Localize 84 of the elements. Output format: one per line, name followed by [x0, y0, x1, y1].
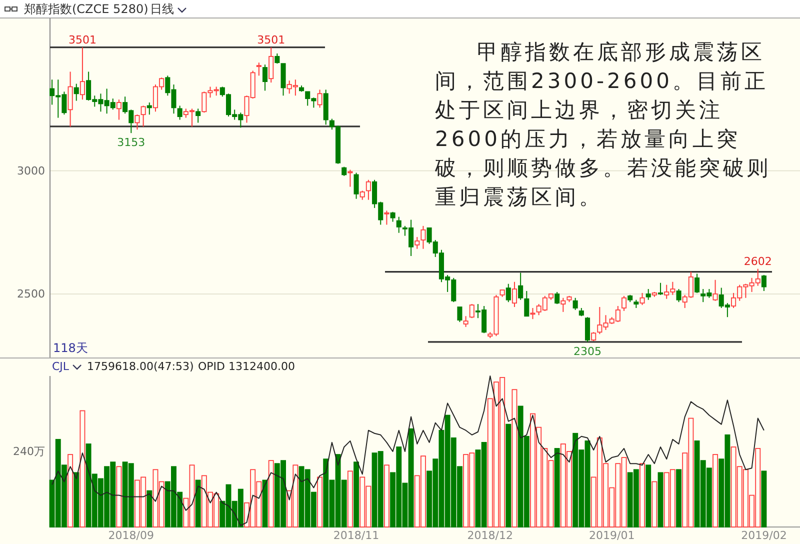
x-tick-label: 2018/12 [467, 528, 513, 542]
candlestick [360, 190, 365, 200]
y-tick-label: 2500 [17, 287, 45, 300]
annotation: 3153 [117, 136, 146, 150]
bar [268, 460, 274, 528]
bar [354, 462, 360, 528]
candlestick [712, 279, 718, 302]
candlestick [274, 52, 280, 64]
annotation: 甲醇指数在底部形成震荡区间，范围2300-2600。目前正处于区间上边界，密切关注2600的压力，若放量向上突破，则顺势做多。若没能突破则重归震荡区间。 [435, 39, 772, 211]
candlestick [512, 281, 517, 308]
candlestick [414, 236, 420, 250]
candlestick [342, 166, 347, 176]
candlestick [134, 114, 140, 130]
candlestick [572, 297, 578, 310]
bar [640, 463, 645, 528]
bar [676, 469, 682, 528]
bar [195, 480, 201, 528]
text: CJL [52, 360, 70, 373]
candlestick [646, 288, 651, 300]
annotation: 3501 [257, 33, 286, 46]
candlestick [518, 272, 524, 300]
candlestick [177, 105, 182, 120]
annotation: 118天 [53, 341, 88, 355]
candlestick [366, 179, 371, 200]
candlestick [68, 71, 73, 128]
candlestick [268, 46, 274, 84]
x-tick-label: 2019/02 [741, 528, 787, 542]
candlestick [524, 290, 530, 317]
bar [116, 466, 122, 528]
bar [658, 472, 664, 528]
candlestick [457, 306, 462, 323]
candlestick [146, 102, 152, 116]
text: OPID 1312400.00 [198, 360, 295, 373]
candlestick [530, 307, 536, 320]
x-tick-label: 2018/09 [108, 528, 154, 542]
candlestick [560, 297, 566, 312]
annotation: 2305 [574, 344, 602, 358]
candlestick [554, 291, 560, 305]
candlestick [640, 292, 645, 306]
candlestick [463, 316, 468, 328]
candlestick [256, 62, 262, 76]
bar [761, 470, 767, 528]
candlestick [396, 216, 402, 234]
candlestick [761, 274, 766, 292]
y-tick-label: 3000 [17, 164, 45, 178]
bar [384, 464, 390, 528]
bar [68, 454, 74, 528]
bar [80, 410, 86, 528]
bar [554, 448, 560, 528]
annotation: 3501 [68, 33, 96, 46]
candlestick [262, 64, 268, 92]
x-tick-label: 2018/11 [333, 528, 380, 542]
bar [712, 454, 718, 528]
text: 240万 [13, 445, 45, 458]
candlestick [80, 46, 85, 100]
bar [646, 464, 652, 528]
candlestick [621, 295, 627, 312]
chart-title: 郑醇指数(CZCE 5280) [24, 2, 148, 16]
x-tick-label: 2019/01 [588, 528, 635, 542]
candlestick [469, 304, 474, 319]
bar [652, 481, 658, 528]
bar [506, 424, 512, 528]
candlestick [354, 172, 359, 200]
candlestick [694, 273, 700, 294]
text: 日线 [150, 2, 174, 16]
candlestick [420, 225, 426, 250]
bar [512, 389, 518, 528]
bar [146, 490, 152, 528]
candlestick [390, 211, 396, 222]
bar [347, 470, 353, 528]
candlestick [74, 83, 79, 102]
candlestick [506, 283, 511, 303]
bar [74, 472, 80, 528]
candlestick [317, 89, 322, 108]
bar [317, 476, 323, 528]
candlestick [116, 99, 122, 120]
annotation: 2602 [744, 254, 772, 268]
candlestick [196, 108, 201, 124]
candlestick [140, 105, 146, 128]
candlestick [384, 210, 390, 226]
candlestick [658, 282, 664, 296]
candlestick [676, 288, 682, 303]
candlestick [584, 316, 590, 342]
text: 1759618.00(47:53) [87, 360, 194, 373]
